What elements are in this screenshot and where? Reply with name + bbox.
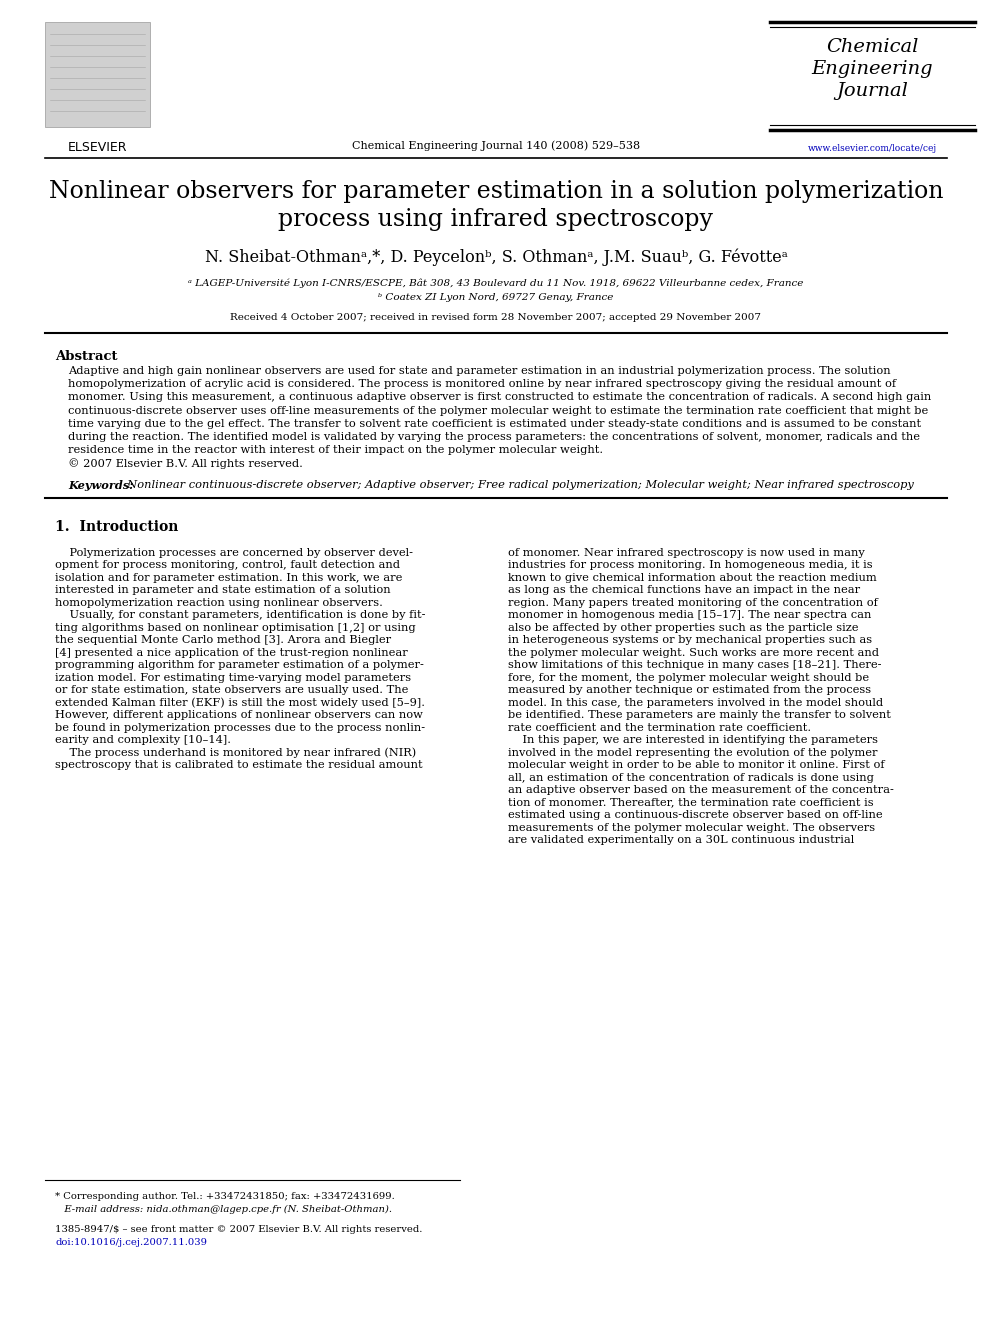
Text: doi:10.1016/j.cej.2007.11.039: doi:10.1016/j.cej.2007.11.039: [55, 1238, 207, 1248]
Text: estimated using a continuous-discrete observer based on off-line: estimated using a continuous-discrete ob…: [508, 810, 883, 820]
Text: process using infrared spectroscopy: process using infrared spectroscopy: [279, 208, 713, 232]
Text: However, different applications of nonlinear observers can now: However, different applications of nonli…: [55, 710, 423, 720]
Text: time varying due to the gel effect. The transfer to solvent rate coefficient is : time varying due to the gel effect. The …: [68, 419, 922, 429]
Text: Polymerization processes are concerned by observer devel-: Polymerization processes are concerned b…: [55, 548, 413, 557]
Text: industries for process monitoring. In homogeneous media, it is: industries for process monitoring. In ho…: [508, 560, 873, 570]
Text: ization model. For estimating time-varying model parameters: ization model. For estimating time-varyi…: [55, 672, 411, 683]
Text: monomer in homogenous media [15–17]. The near spectra can: monomer in homogenous media [15–17]. The…: [508, 610, 871, 620]
Text: Nonlinear observers for parameter estimation in a solution polymerization: Nonlinear observers for parameter estima…: [49, 180, 943, 202]
Text: 1.  Introduction: 1. Introduction: [55, 520, 179, 533]
Text: model. In this case, the parameters involved in the model should: model. In this case, the parameters invo…: [508, 697, 883, 708]
Text: Chemical Engineering Journal 140 (2008) 529–538: Chemical Engineering Journal 140 (2008) …: [352, 140, 640, 151]
Text: ELSEVIER: ELSEVIER: [67, 142, 127, 153]
Text: ting algorithms based on nonlinear optimisation [1,2] or using: ting algorithms based on nonlinear optim…: [55, 623, 416, 632]
Text: 1385-8947/$ – see front matter © 2007 Elsevier B.V. All rights reserved.: 1385-8947/$ – see front matter © 2007 El…: [55, 1225, 423, 1234]
Text: © 2007 Elsevier B.V. All rights reserved.: © 2007 Elsevier B.V. All rights reserved…: [68, 458, 303, 470]
Text: in heterogeneous systems or by mechanical properties such as: in heterogeneous systems or by mechanica…: [508, 635, 872, 646]
Text: ᵃ LAGEP-Université Lyon I-CNRS/ESCPE, Bât 308, 43 Boulevard du 11 Nov. 1918, 696: ᵃ LAGEP-Université Lyon I-CNRS/ESCPE, Bâ…: [188, 278, 804, 287]
Text: Adaptive and high gain nonlinear observers are used for state and parameter esti: Adaptive and high gain nonlinear observe…: [68, 366, 891, 376]
Text: Keywords:: Keywords:: [68, 480, 134, 491]
Text: known to give chemical information about the reaction medium: known to give chemical information about…: [508, 573, 877, 582]
Text: be found in polymerization processes due to the process nonlin-: be found in polymerization processes due…: [55, 722, 426, 733]
Text: Received 4 October 2007; received in revised form 28 November 2007; accepted 29 : Received 4 October 2007; received in rev…: [230, 314, 762, 321]
Text: extended Kalman filter (EKF) is still the most widely used [5–9].: extended Kalman filter (EKF) is still th…: [55, 697, 425, 708]
Text: are validated experimentally on a 30L continuous industrial: are validated experimentally on a 30L co…: [508, 835, 854, 845]
Text: measured by another technique or estimated from the process: measured by another technique or estimat…: [508, 685, 871, 695]
Text: homopolymerization reaction using nonlinear observers.: homopolymerization reaction using nonlin…: [55, 598, 383, 607]
Text: tion of monomer. Thereafter, the termination rate coefficient is: tion of monomer. Thereafter, the termina…: [508, 798, 874, 807]
Text: continuous-discrete observer uses off-line measurements of the polymer molecular: continuous-discrete observer uses off-li…: [68, 406, 929, 415]
Bar: [45, 22, 150, 127]
Text: www.elsevier.com/locate/cej: www.elsevier.com/locate/cej: [807, 144, 937, 153]
Text: Journal: Journal: [836, 82, 909, 101]
Text: Nonlinear continuous-discrete observer; Adaptive observer; Free radical polymeri: Nonlinear continuous-discrete observer; …: [120, 480, 914, 490]
Text: earity and complexity [10–14].: earity and complexity [10–14].: [55, 736, 231, 745]
Text: be identified. These parameters are mainly the transfer to solvent: be identified. These parameters are main…: [508, 710, 891, 720]
Text: The process underhand is monitored by near infrared (NIR): The process underhand is monitored by ne…: [55, 747, 417, 758]
Text: region. Many papers treated monitoring of the concentration of: region. Many papers treated monitoring o…: [508, 598, 878, 607]
Text: programming algorithm for parameter estimation of a polymer-: programming algorithm for parameter esti…: [55, 660, 424, 671]
Text: spectroscopy that is calibrated to estimate the residual amount: spectroscopy that is calibrated to estim…: [55, 761, 423, 770]
Text: Chemical: Chemical: [826, 38, 919, 56]
Text: of monomer. Near infrared spectroscopy is now used in many: of monomer. Near infrared spectroscopy i…: [508, 548, 865, 557]
Text: opment for process monitoring, control, fault detection and: opment for process monitoring, control, …: [55, 560, 400, 570]
Text: as long as the chemical functions have an impact in the near: as long as the chemical functions have a…: [508, 585, 860, 595]
Text: measurements of the polymer molecular weight. The observers: measurements of the polymer molecular we…: [508, 823, 875, 832]
Text: the polymer molecular weight. Such works are more recent and: the polymer molecular weight. Such works…: [508, 647, 879, 658]
Text: [4] presented a nice application of the trust-region nonlinear: [4] presented a nice application of the …: [55, 647, 408, 658]
Text: interested in parameter and state estimation of a solution: interested in parameter and state estima…: [55, 585, 391, 595]
Text: during the reaction. The identified model is validated by varying the process pa: during the reaction. The identified mode…: [68, 433, 920, 442]
Text: ᵇ Coatex ZI Lyon Nord, 69727 Genay, France: ᵇ Coatex ZI Lyon Nord, 69727 Genay, Fran…: [378, 292, 614, 302]
Text: In this paper, we are interested in identifying the parameters: In this paper, we are interested in iden…: [508, 736, 878, 745]
Text: N. Sheibat-Othmanᵃ,*, D. Peycelonᵇ, S. Othmanᵃ, J.M. Suauᵇ, G. Févotteᵃ: N. Sheibat-Othmanᵃ,*, D. Peycelonᵇ, S. O…: [204, 247, 788, 266]
Text: * Corresponding author. Tel.: +33472431850; fax: +33472431699.: * Corresponding author. Tel.: +334724318…: [55, 1192, 395, 1201]
Text: fore, for the moment, the polymer molecular weight should be: fore, for the moment, the polymer molecu…: [508, 672, 869, 683]
Text: show limitations of this technique in many cases [18–21]. There-: show limitations of this technique in ma…: [508, 660, 882, 671]
Text: E-mail address: nida.othman@lagep.cpe.fr (N. Sheibat-Othman).: E-mail address: nida.othman@lagep.cpe.fr…: [55, 1205, 392, 1215]
Text: Engineering: Engineering: [811, 60, 933, 78]
Text: all, an estimation of the concentration of radicals is done using: all, an estimation of the concentration …: [508, 773, 874, 783]
Text: isolation and for parameter estimation. In this work, we are: isolation and for parameter estimation. …: [55, 573, 403, 582]
Text: molecular weight in order to be able to monitor it online. First of: molecular weight in order to be able to …: [508, 761, 885, 770]
Text: Abstract: Abstract: [55, 351, 117, 363]
Text: also be affected by other properties such as the particle size: also be affected by other properties suc…: [508, 623, 858, 632]
Text: the sequential Monte Carlo method [3]. Arora and Biegler: the sequential Monte Carlo method [3]. A…: [55, 635, 391, 646]
Text: homopolymerization of acrylic acid is considered. The process is monitored onlin: homopolymerization of acrylic acid is co…: [68, 380, 896, 389]
Text: an adaptive observer based on the measurement of the concentra-: an adaptive observer based on the measur…: [508, 785, 894, 795]
Text: residence time in the reactor with interest of their impact on the polymer molec: residence time in the reactor with inter…: [68, 446, 603, 455]
Text: monomer. Using this measurement, a continuous adaptive observer is first constru: monomer. Using this measurement, a conti…: [68, 393, 931, 402]
Text: rate coefficient and the termination rate coefficient.: rate coefficient and the termination rat…: [508, 722, 811, 733]
Text: or for state estimation, state observers are usually used. The: or for state estimation, state observers…: [55, 685, 409, 695]
Text: Usually, for constant parameters, identification is done by fit-: Usually, for constant parameters, identi…: [55, 610, 426, 620]
Text: involved in the model representing the evolution of the polymer: involved in the model representing the e…: [508, 747, 878, 758]
